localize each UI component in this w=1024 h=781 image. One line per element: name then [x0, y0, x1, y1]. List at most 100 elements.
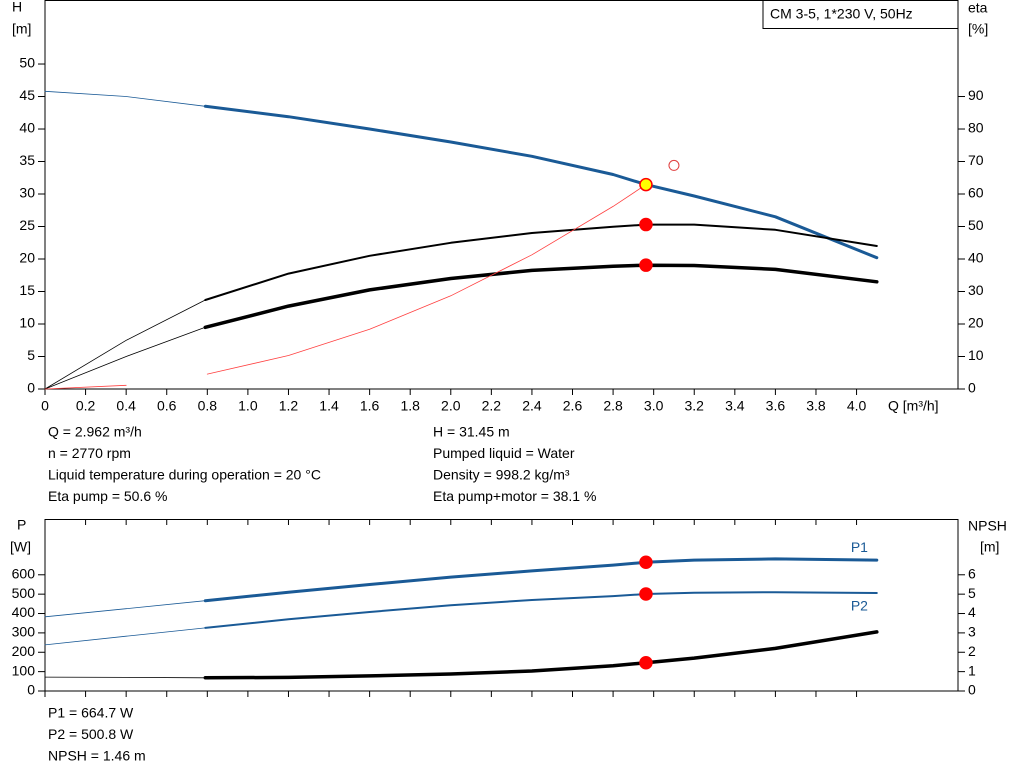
y2-tick-label: 1 — [968, 662, 976, 678]
y-tick-label: 50 — [19, 55, 35, 71]
y-tick-label: 5 — [27, 347, 35, 363]
curve-thin — [44, 627, 206, 646]
y2-tick-label: 30 — [968, 282, 984, 298]
x-tick-label: 4.0 — [847, 398, 867, 414]
x-tick-label: 2.6 — [563, 398, 583, 414]
x-tick-label: 2.2 — [482, 398, 502, 414]
y2-axis-label: eta — [968, 0, 988, 16]
readout-line: Pumped liquid = Water — [433, 445, 575, 461]
curve-thin — [44, 676, 206, 679]
x-tick-label: 0 — [41, 398, 49, 414]
y-tick-label: 200 — [12, 643, 36, 659]
chart-title: CM 3-5, 1*230 V, 50Hz — [770, 6, 913, 22]
y2-tick-label: 50 — [968, 217, 984, 233]
x-axis-label: Q [m³/h] — [888, 398, 939, 414]
y-axis-unit: [m] — [12, 21, 31, 37]
series-label: P2 — [851, 598, 868, 614]
curve-thin — [44, 384, 127, 390]
y2-axis-unit: [%] — [968, 21, 988, 37]
y2-tick-label: 60 — [968, 185, 984, 201]
x-tick-label: 3.8 — [806, 398, 826, 414]
readout-line: Eta pump+motor = 38.1 % — [433, 488, 596, 504]
readout-line: Eta pump = 50.6 % — [48, 488, 167, 504]
y-tick-label: 35 — [19, 152, 35, 168]
title-box — [762, 0, 959, 29]
x-tick-label: 0.8 — [198, 398, 218, 414]
operating-point — [639, 258, 653, 272]
x-tick-label: 0.6 — [157, 398, 177, 414]
readout-line: Liquid temperature during operation = 20… — [48, 467, 321, 483]
curve — [204, 223, 878, 301]
operating-point — [639, 655, 653, 670]
x-tick-label: 2.4 — [522, 398, 542, 414]
x-tick-label: 1.8 — [400, 398, 420, 414]
x-tick-label: 0.2 — [76, 398, 96, 414]
y-tick-label: 600 — [12, 565, 36, 581]
x-tick-label: 2.8 — [603, 398, 623, 414]
x-tick-label: 2.0 — [441, 398, 461, 414]
y-axis-label: H — [12, 0, 22, 15]
x-tick-label: 1.4 — [319, 398, 339, 414]
readout-line: H = 31.45 m — [433, 424, 510, 440]
readout-line: P2 = 500.8 W — [48, 726, 134, 742]
curve — [204, 591, 878, 629]
y2-tick-label: 5 — [968, 585, 976, 601]
x-tick-label: 1.6 — [360, 398, 380, 414]
operating-point — [639, 217, 653, 232]
x-tick-label: 0.4 — [116, 398, 136, 414]
y-tick-label: 300 — [12, 624, 36, 640]
y2-tick-label: 90 — [968, 87, 984, 103]
x-tick-label: 3.4 — [725, 398, 745, 414]
x-tick-label: 3.2 — [685, 398, 705, 414]
y2-tick-label: 3 — [968, 624, 976, 640]
y2-tick-label: 70 — [968, 152, 984, 168]
x-tick-label: 1.2 — [279, 398, 299, 414]
y2-tick-label: 2 — [968, 643, 976, 659]
readout-line: Density = 998.2 kg/m³ — [433, 467, 570, 483]
y2-tick-label: 20 — [968, 315, 984, 331]
curve-thin — [44, 600, 206, 618]
readout-line: P1 = 664.7 W — [48, 705, 134, 721]
operating-point — [639, 555, 653, 570]
readout-line: n = 2770 rpm — [48, 445, 131, 461]
operating-point — [639, 587, 653, 601]
x-tick-label: 3.6 — [766, 398, 786, 414]
curve — [203, 263, 879, 330]
y-axis-label: P — [17, 517, 26, 533]
y-tick-label: 30 — [19, 185, 35, 201]
y-tick-label: 20 — [19, 250, 35, 266]
y2-axis-label: NPSH — [968, 518, 1007, 534]
curve — [206, 184, 647, 375]
y2-tick-label: 40 — [968, 250, 984, 266]
y-tick-label: 100 — [12, 662, 36, 678]
y-tick-label: 500 — [12, 585, 36, 601]
y2-tick-label: 10 — [968, 347, 984, 363]
y-tick-label: 0 — [27, 380, 35, 396]
y2-tick-label: 0 — [968, 682, 976, 698]
curve-thin — [44, 90, 206, 107]
readout-line: Q = 2.962 m³/h — [48, 424, 142, 440]
y2-tick-label: 80 — [968, 120, 984, 136]
y-tick-label: 25 — [19, 217, 35, 233]
curve — [203, 104, 879, 260]
curve-thin — [44, 326, 206, 390]
curve — [203, 630, 879, 680]
y-tick-label: 40 — [19, 120, 35, 136]
curve — [203, 557, 879, 603]
y-tick-label: 45 — [19, 87, 35, 103]
y-tick-label: 0 — [27, 682, 35, 698]
y2-axis-unit: [m] — [980, 539, 999, 555]
y2-tick-label: 6 — [968, 565, 976, 581]
readout-line: NPSH = 1.46 m — [48, 748, 146, 764]
curve-thin — [44, 299, 206, 390]
y-tick-label: 400 — [12, 604, 36, 620]
y-axis-unit: [W] — [10, 539, 31, 555]
y-tick-label: 15 — [19, 282, 35, 298]
y2-tick-label: 4 — [968, 604, 976, 620]
x-tick-label: 1.0 — [238, 398, 258, 414]
y2-tick-label: 0 — [968, 380, 976, 396]
x-tick-label: 3.0 — [644, 398, 664, 414]
series-label: P1 — [851, 539, 868, 555]
